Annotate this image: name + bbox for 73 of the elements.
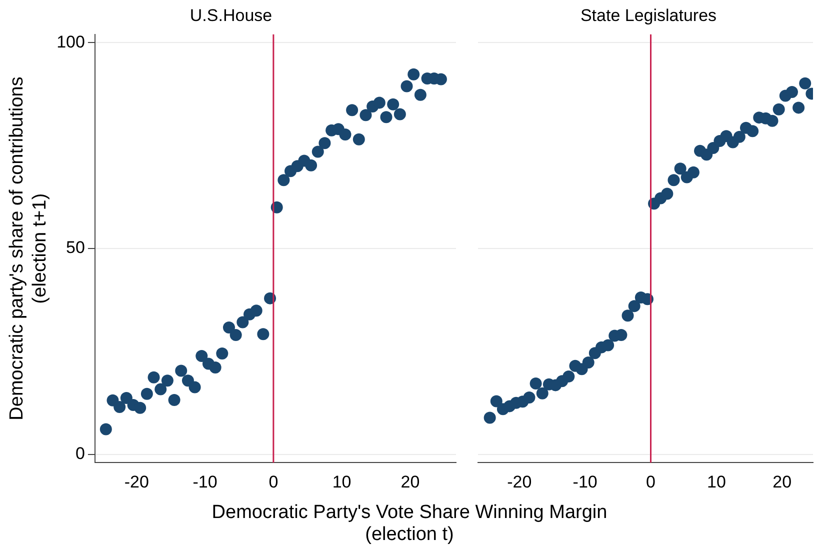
x-tick-label: 20 <box>772 472 792 492</box>
point <box>766 114 778 127</box>
point <box>154 383 167 396</box>
point <box>582 356 594 369</box>
y-tick-label: 0 <box>75 444 85 464</box>
point <box>536 387 548 400</box>
point <box>250 304 262 317</box>
point <box>707 142 720 154</box>
x-tick-label: 20 <box>400 472 420 492</box>
point <box>230 328 242 341</box>
y-tick-label: 50 <box>66 238 85 258</box>
point <box>622 310 634 322</box>
point <box>188 381 201 394</box>
point <box>148 371 160 384</box>
point <box>746 125 759 138</box>
y-axis-title: Democratic party's share of contributions (election t+1) <box>6 76 50 420</box>
x-axis-title: Democratic Party's Vote Share Winning Margin (election t) <box>210 502 608 546</box>
chart-title: State Legislatures <box>580 6 717 25</box>
point <box>408 68 420 80</box>
point <box>339 128 352 140</box>
point <box>628 300 640 312</box>
point <box>352 133 365 146</box>
point <box>360 109 372 122</box>
point <box>400 80 413 92</box>
point <box>799 77 812 90</box>
point <box>668 174 680 186</box>
point <box>140 388 153 400</box>
point <box>380 111 392 124</box>
point <box>602 339 614 352</box>
point <box>134 402 146 414</box>
point <box>305 159 318 172</box>
point <box>394 108 406 120</box>
point <box>792 102 805 114</box>
x-tick-label: -20 <box>507 472 532 492</box>
point <box>312 146 324 158</box>
point <box>175 364 188 377</box>
point <box>100 423 112 436</box>
x-tick-label: -10 <box>192 472 218 492</box>
point <box>414 88 426 101</box>
point <box>661 188 674 200</box>
point <box>490 395 502 408</box>
point <box>209 361 222 374</box>
point <box>387 98 400 110</box>
point <box>222 322 235 334</box>
point <box>318 137 331 150</box>
chart-title: U.S.House <box>190 6 272 25</box>
point <box>772 103 785 116</box>
point <box>161 374 174 387</box>
point <box>687 166 700 178</box>
point <box>278 174 290 186</box>
point <box>484 412 496 424</box>
point <box>216 347 228 360</box>
point <box>562 370 575 383</box>
x-tick-label: 0 <box>268 472 278 492</box>
point <box>114 401 126 414</box>
point <box>373 96 386 109</box>
point <box>733 130 746 143</box>
x-tick-label: -20 <box>124 472 149 492</box>
point <box>786 86 798 98</box>
point <box>196 350 208 362</box>
y-tick-label: 100 <box>56 32 85 52</box>
point <box>168 394 180 406</box>
x-tick-label: 10 <box>332 472 352 492</box>
x-tick-label: 0 <box>646 472 656 492</box>
point <box>530 378 542 390</box>
x-tick-label: 10 <box>706 472 726 492</box>
point <box>346 104 358 116</box>
point <box>523 392 536 404</box>
point <box>120 392 132 404</box>
point <box>257 328 270 340</box>
x-tick-label: -10 <box>572 472 598 492</box>
point <box>674 162 686 175</box>
point <box>236 316 249 328</box>
